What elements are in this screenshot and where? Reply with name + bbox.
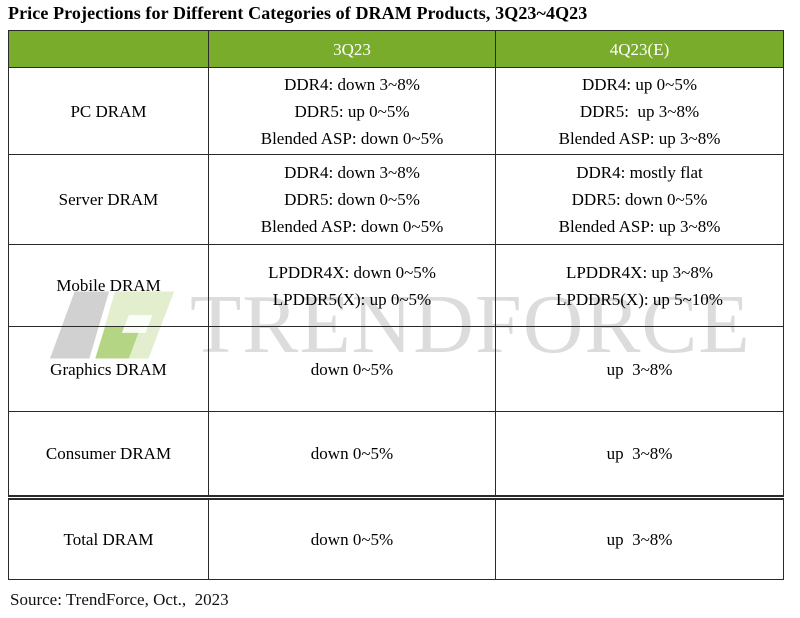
source-note: Source: TrendForce, Oct., 2023 [10,590,229,609]
category-label: PC DRAM [8,67,209,155]
header-4q23: 4Q23(E) [495,30,784,68]
category-label: Graphics DRAM [8,326,209,412]
cell-3q23: down 0~5% [208,495,496,580]
cell-3q23: DDR4: down 3~8% DDR5: down 0~5% Blended … [208,154,496,245]
table-row-graphics-dram: Graphics DRAM down 0~5% up 3~8% [8,326,784,412]
cell-4q23: LPDDR4X: up 3~8% LPDDR5(X): up 5~10% [495,244,784,327]
table-row-mobile-dram: Mobile DRAM LPDDR4X: down 0~5% LPDDR5(X)… [8,244,784,327]
cell-4q23: up 3~8% [495,495,784,580]
cell-3q23: DDR4: down 3~8% DDR5: up 0~5% Blended AS… [208,67,496,155]
cell-4q23: up 3~8% [495,326,784,412]
table-row-pc-dram: PC DRAM DDR4: down 3~8% DDR5: up 0~5% Bl… [8,67,784,155]
table-row-server-dram: Server DRAM DDR4: down 3~8% DDR5: down 0… [8,154,784,245]
category-label: Total DRAM [8,495,209,580]
category-label: Mobile DRAM [8,244,209,327]
page-title: Price Projections for Different Categori… [8,3,588,23]
header-3q23: 3Q23 [208,30,496,68]
table-row-total-dram: Total DRAM down 0~5% up 3~8% [8,495,784,580]
header-category [8,30,209,68]
price-projection-table: 3Q23 4Q23(E) PC DRAM DDR4: down 3~8% DDR… [8,30,784,580]
cell-4q23: DDR4: mostly flat DDR5: down 0~5% Blende… [495,154,784,245]
cell-3q23: down 0~5% [208,411,496,498]
table-header-row: 3Q23 4Q23(E) [8,30,784,68]
cell-3q23: down 0~5% [208,326,496,412]
cell-4q23: up 3~8% [495,411,784,498]
cell-3q23: LPDDR4X: down 0~5% LPDDR5(X): up 0~5% [208,244,496,327]
cell-4q23: DDR4: up 0~5% DDR5: up 3~8% Blended ASP:… [495,67,784,155]
category-label: Consumer DRAM [8,411,209,498]
category-label: Server DRAM [8,154,209,245]
table-row-consumer-dram: Consumer DRAM down 0~5% up 3~8% [8,411,784,498]
